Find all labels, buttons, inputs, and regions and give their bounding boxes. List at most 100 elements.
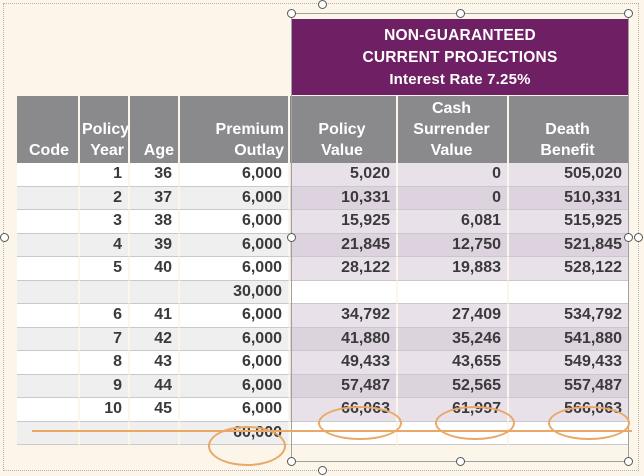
cell-code	[17, 398, 80, 422]
cell-policy-year: 10	[80, 398, 130, 422]
cell-death-benefit: 541,880	[509, 327, 628, 351]
resize-handle-bottom-center[interactable]	[456, 457, 465, 466]
table-row: 5 40 6,000 28,122 19,883 528,122	[17, 257, 628, 281]
cell-death-benefit: 515,925	[509, 210, 628, 234]
resize-handle-top-right[interactable]	[624, 9, 633, 18]
resize-handle-bottom-left[interactable]	[287, 457, 296, 466]
banner-interest-rate: Interest Rate 7.25%	[389, 71, 531, 88]
header-premium-outlay: Premium Outlay	[180, 96, 290, 163]
cell-policy-year: 7	[80, 327, 130, 351]
death-benefit-circle-annotation	[548, 406, 630, 440]
outer-handle-bottom-center[interactable]	[318, 466, 327, 475]
cell-code	[17, 374, 80, 398]
header-age: Age	[130, 96, 180, 163]
cell-code	[17, 210, 80, 234]
cell-premium-outlay: 6,000	[180, 257, 290, 281]
cell-death-benefit: 521,845	[509, 233, 628, 257]
policy-value-circle-annotation	[318, 406, 402, 440]
cell-policy-value: 5,020	[290, 163, 398, 187]
resize-handle-bottom-right[interactable]	[624, 457, 633, 466]
header-row: Code Policy Year Age Premium Outlay Policy…	[17, 96, 628, 163]
cell-policy-value: 28,122	[290, 257, 398, 281]
cell-premium-outlay: 6,000	[180, 374, 290, 398]
banner-line-1: NON-GUARANTEED	[384, 27, 536, 44]
cell-code	[17, 163, 80, 187]
resize-handle-top-left[interactable]	[287, 9, 296, 18]
cell-age: 45	[130, 398, 180, 422]
cell-age: 42	[130, 327, 180, 351]
cell-policy-value: 34,792	[290, 304, 398, 328]
cell-code	[17, 351, 80, 375]
cell-cash-surrender-value: 52,565	[398, 374, 509, 398]
cell-policy-year: 8	[80, 351, 130, 375]
cell-premium-outlay: 6,000	[180, 186, 290, 210]
resize-handle-mid-left[interactable]	[287, 233, 296, 242]
cell-premium-outlay: 6,000	[180, 210, 290, 234]
cell-age: 43	[130, 351, 180, 375]
outer-handle-top-center[interactable]	[318, 0, 327, 9]
cell-code	[17, 257, 80, 281]
cell-age: 40	[130, 257, 180, 281]
cell-policy-value: 15,925	[290, 210, 398, 234]
cell-cash-surrender-value: 35,246	[398, 327, 509, 351]
table-row: 3 38 6,000 15,925 6,081 515,925	[17, 210, 628, 234]
outer-handle-mid-left[interactable]	[0, 233, 9, 242]
cell-age: 39	[130, 233, 180, 257]
cell-policy-year: 9	[80, 374, 130, 398]
banner-line-2: CURRENT PROJECTIONS	[362, 49, 558, 66]
cell-premium-outlay: 6,000	[180, 327, 290, 351]
table-row: 7 42 6,000 41,880 35,246 541,880	[17, 327, 628, 351]
cell-cash-surrender-value: 0	[398, 163, 509, 187]
cell-age: 38	[130, 210, 180, 234]
cell-policy-year: 3	[80, 210, 130, 234]
resize-handle-mid-right[interactable]	[624, 233, 633, 242]
cell-code	[17, 304, 80, 328]
projections-banner: NON-GUARANTEED CURRENT PROJECTIONS Inter…	[292, 19, 628, 95]
cell-age: 36	[130, 163, 180, 187]
cell-policy-value: 21,845	[290, 233, 398, 257]
cell-cash-surrender-value: 6,081	[398, 210, 509, 234]
table-row: 4 39 6,000 21,845 12,750 521,845	[17, 233, 628, 257]
cell-code	[17, 186, 80, 210]
table-row: 8 43 6,000 49,433 43,655 549,433	[17, 351, 628, 375]
cell-age	[130, 421, 180, 445]
outer-handle-mid-right[interactable]	[634, 233, 643, 242]
cell-death-benefit: 510,331	[509, 186, 628, 210]
header-policy-value: Policy Value	[290, 96, 398, 163]
cell-death-benefit: 505,020	[509, 163, 628, 187]
cell-premium-outlay: 6,000	[180, 351, 290, 375]
cell-cash-surrender-value: 0	[398, 186, 509, 210]
cell-policy-value: 10,331	[290, 186, 398, 210]
resize-handle-top-center[interactable]	[456, 9, 465, 18]
cell-policy-year: 5	[80, 257, 130, 281]
cell-cash-surrender-value	[398, 280, 509, 304]
cell-policy-year	[80, 280, 130, 304]
cell-premium-outlay: 30,000	[180, 280, 290, 304]
table-row: 9 44 6,000 57,487 52,565 557,487	[17, 374, 628, 398]
cell-death-benefit: 549,433	[509, 351, 628, 375]
cell-policy-year: 2	[80, 186, 130, 210]
cell-age	[130, 280, 180, 304]
cell-premium-outlay: 6,000	[180, 233, 290, 257]
cell-premium-outlay: 6,000	[180, 398, 290, 422]
header-cash-surrender-value: Cash Surrender Value	[398, 96, 509, 163]
header-code: Code	[17, 96, 80, 163]
cell-cash-surrender-value: 27,409	[398, 304, 509, 328]
cell-age: 37	[130, 186, 180, 210]
cell-cash-surrender-value: 19,883	[398, 257, 509, 281]
table-row: 30,000	[17, 280, 628, 304]
cell-policy-year: 6	[80, 304, 130, 328]
cell-policy-value: 41,880	[290, 327, 398, 351]
cash-value-circle-annotation	[435, 406, 515, 440]
cell-death-benefit: 534,792	[509, 304, 628, 328]
cell-cash-surrender-value: 12,750	[398, 233, 509, 257]
cell-cash-surrender-value: 43,655	[398, 351, 509, 375]
table-row: 6 41 6,000 34,792 27,409 534,792	[17, 304, 628, 328]
cell-premium-outlay: 6,000	[180, 163, 290, 187]
header-death-benefit: Death Benefit	[509, 96, 628, 163]
cell-code	[17, 421, 80, 445]
cell-code	[17, 280, 80, 304]
cell-code	[17, 233, 80, 257]
cell-policy-value: 57,487	[290, 374, 398, 398]
